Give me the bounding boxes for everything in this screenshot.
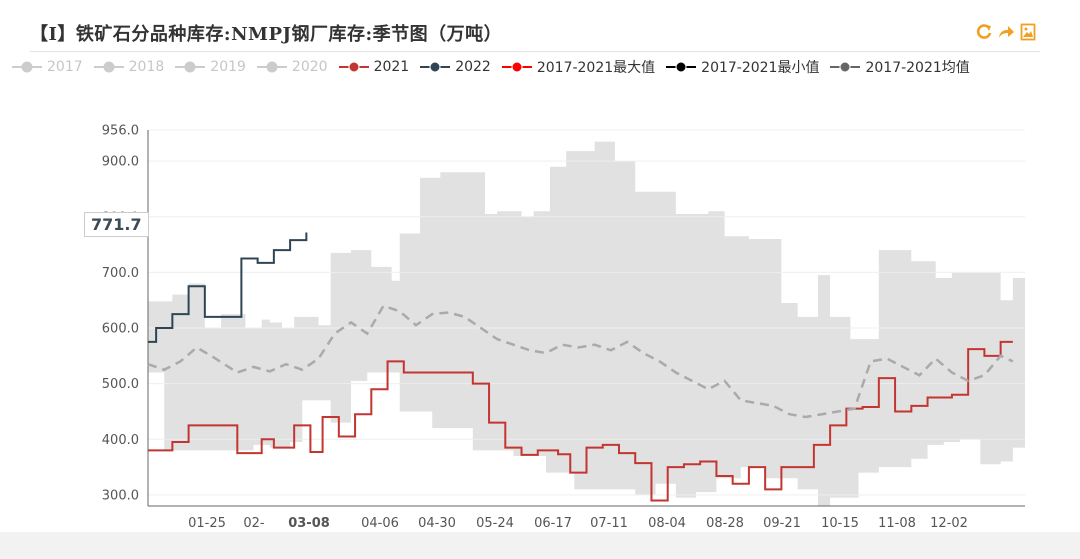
x-tick-label: 04-30 [418, 516, 456, 531]
legend-item-2017[interactable]: 2017 [12, 59, 83, 75]
legend-item-2019[interactable]: 2019 [175, 59, 246, 75]
x-tick-label: 01-25 [188, 516, 226, 531]
legend-label: 2020 [291, 59, 328, 75]
series-2017-2021均值 [147, 304, 1014, 419]
legend-marker [338, 61, 369, 73]
x-tick-label: 08-04 [648, 516, 686, 531]
y-tick-label: 500.0 [102, 377, 139, 392]
y-tick-label: 600.0 [102, 322, 139, 337]
legend-marker [175, 61, 206, 73]
legend-item-2022[interactable]: 2022 [420, 59, 491, 75]
chart-title: 【I】铁矿石分品种库存:NMPJ钢厂库存:季节图（万吨） [30, 24, 503, 45]
x-tick-label: 07-11 [590, 516, 628, 531]
legend-item-2017-2021最小值[interactable]: 2017-2021最小值 [666, 57, 819, 77]
legend-label: 2019 [210, 59, 246, 75]
legend-label: 2017 [47, 59, 83, 75]
legend-label: 2021 [373, 59, 410, 75]
x-tick-label: 04-06 [361, 516, 399, 531]
x-tick-label: 02- [243, 516, 265, 531]
legend-marker [501, 61, 532, 73]
series-2022 [148, 232, 308, 343]
legend: 2017 2018 2019 2020 2021 2022 2017-2021最大值 2017… [12, 56, 981, 78]
legend-item-2021[interactable]: 2021 [338, 59, 410, 75]
x-tick-label: 12-02 [930, 516, 968, 531]
legend-marker [420, 61, 451, 73]
x-tick-label: 03-08 [288, 516, 330, 531]
x-tick-label: 10-15 [821, 516, 859, 531]
y-tick-label: 900.0 [102, 155, 139, 170]
x-tick-label: 05-24 [476, 516, 514, 531]
bottom-strip [0, 532, 1080, 559]
legend-marker [666, 61, 697, 73]
legend-item-2017-2021均值[interactable]: 2017-2021均值 [830, 57, 970, 77]
axis-pointer-value: 771.7 [84, 212, 149, 237]
x-tick-label: 08-28 [706, 516, 744, 531]
legend-label: 2017-2021均值 [865, 60, 970, 76]
save-image-icon[interactable] [1019, 23, 1037, 41]
y-tick-label: 300.0 [102, 488, 139, 503]
x-tick-label: 09-21 [763, 516, 801, 531]
y-tick-label: 700.0 [102, 266, 139, 281]
legend-marker [93, 61, 124, 73]
share-icon[interactable] [997, 23, 1015, 41]
min-max-band [148, 141, 1025, 506]
legend-label: 2017-2021最小值 [701, 60, 820, 76]
toolbar [975, 20, 1037, 44]
x-tick-label: 06-17 [534, 516, 572, 531]
x-tick-label: 11-08 [878, 516, 916, 531]
legend-marker [12, 61, 42, 73]
series-2021 [148, 340, 1013, 502]
y-tick-label: 956.0 [102, 124, 139, 139]
legend-label: 2022 [455, 59, 491, 75]
legend-label: 2017-2021最大值 [536, 60, 656, 76]
legend-item-2020[interactable]: 2020 [256, 59, 328, 75]
refresh-icon[interactable] [975, 23, 993, 41]
title-divider [30, 51, 1040, 52]
y-tick-label: 400.0 [102, 433, 139, 448]
legend-label: 2018 [128, 59, 165, 75]
legend-item-2017-2021最大值[interactable]: 2017-2021最大值 [501, 57, 656, 77]
legend-marker [256, 61, 287, 73]
legend-item-2018[interactable]: 2018 [93, 59, 165, 75]
legend-marker [830, 61, 861, 73]
chart-plot: 300.0400.0500.0600.0700.0800.0900.0956.0… [102, 124, 1025, 531]
